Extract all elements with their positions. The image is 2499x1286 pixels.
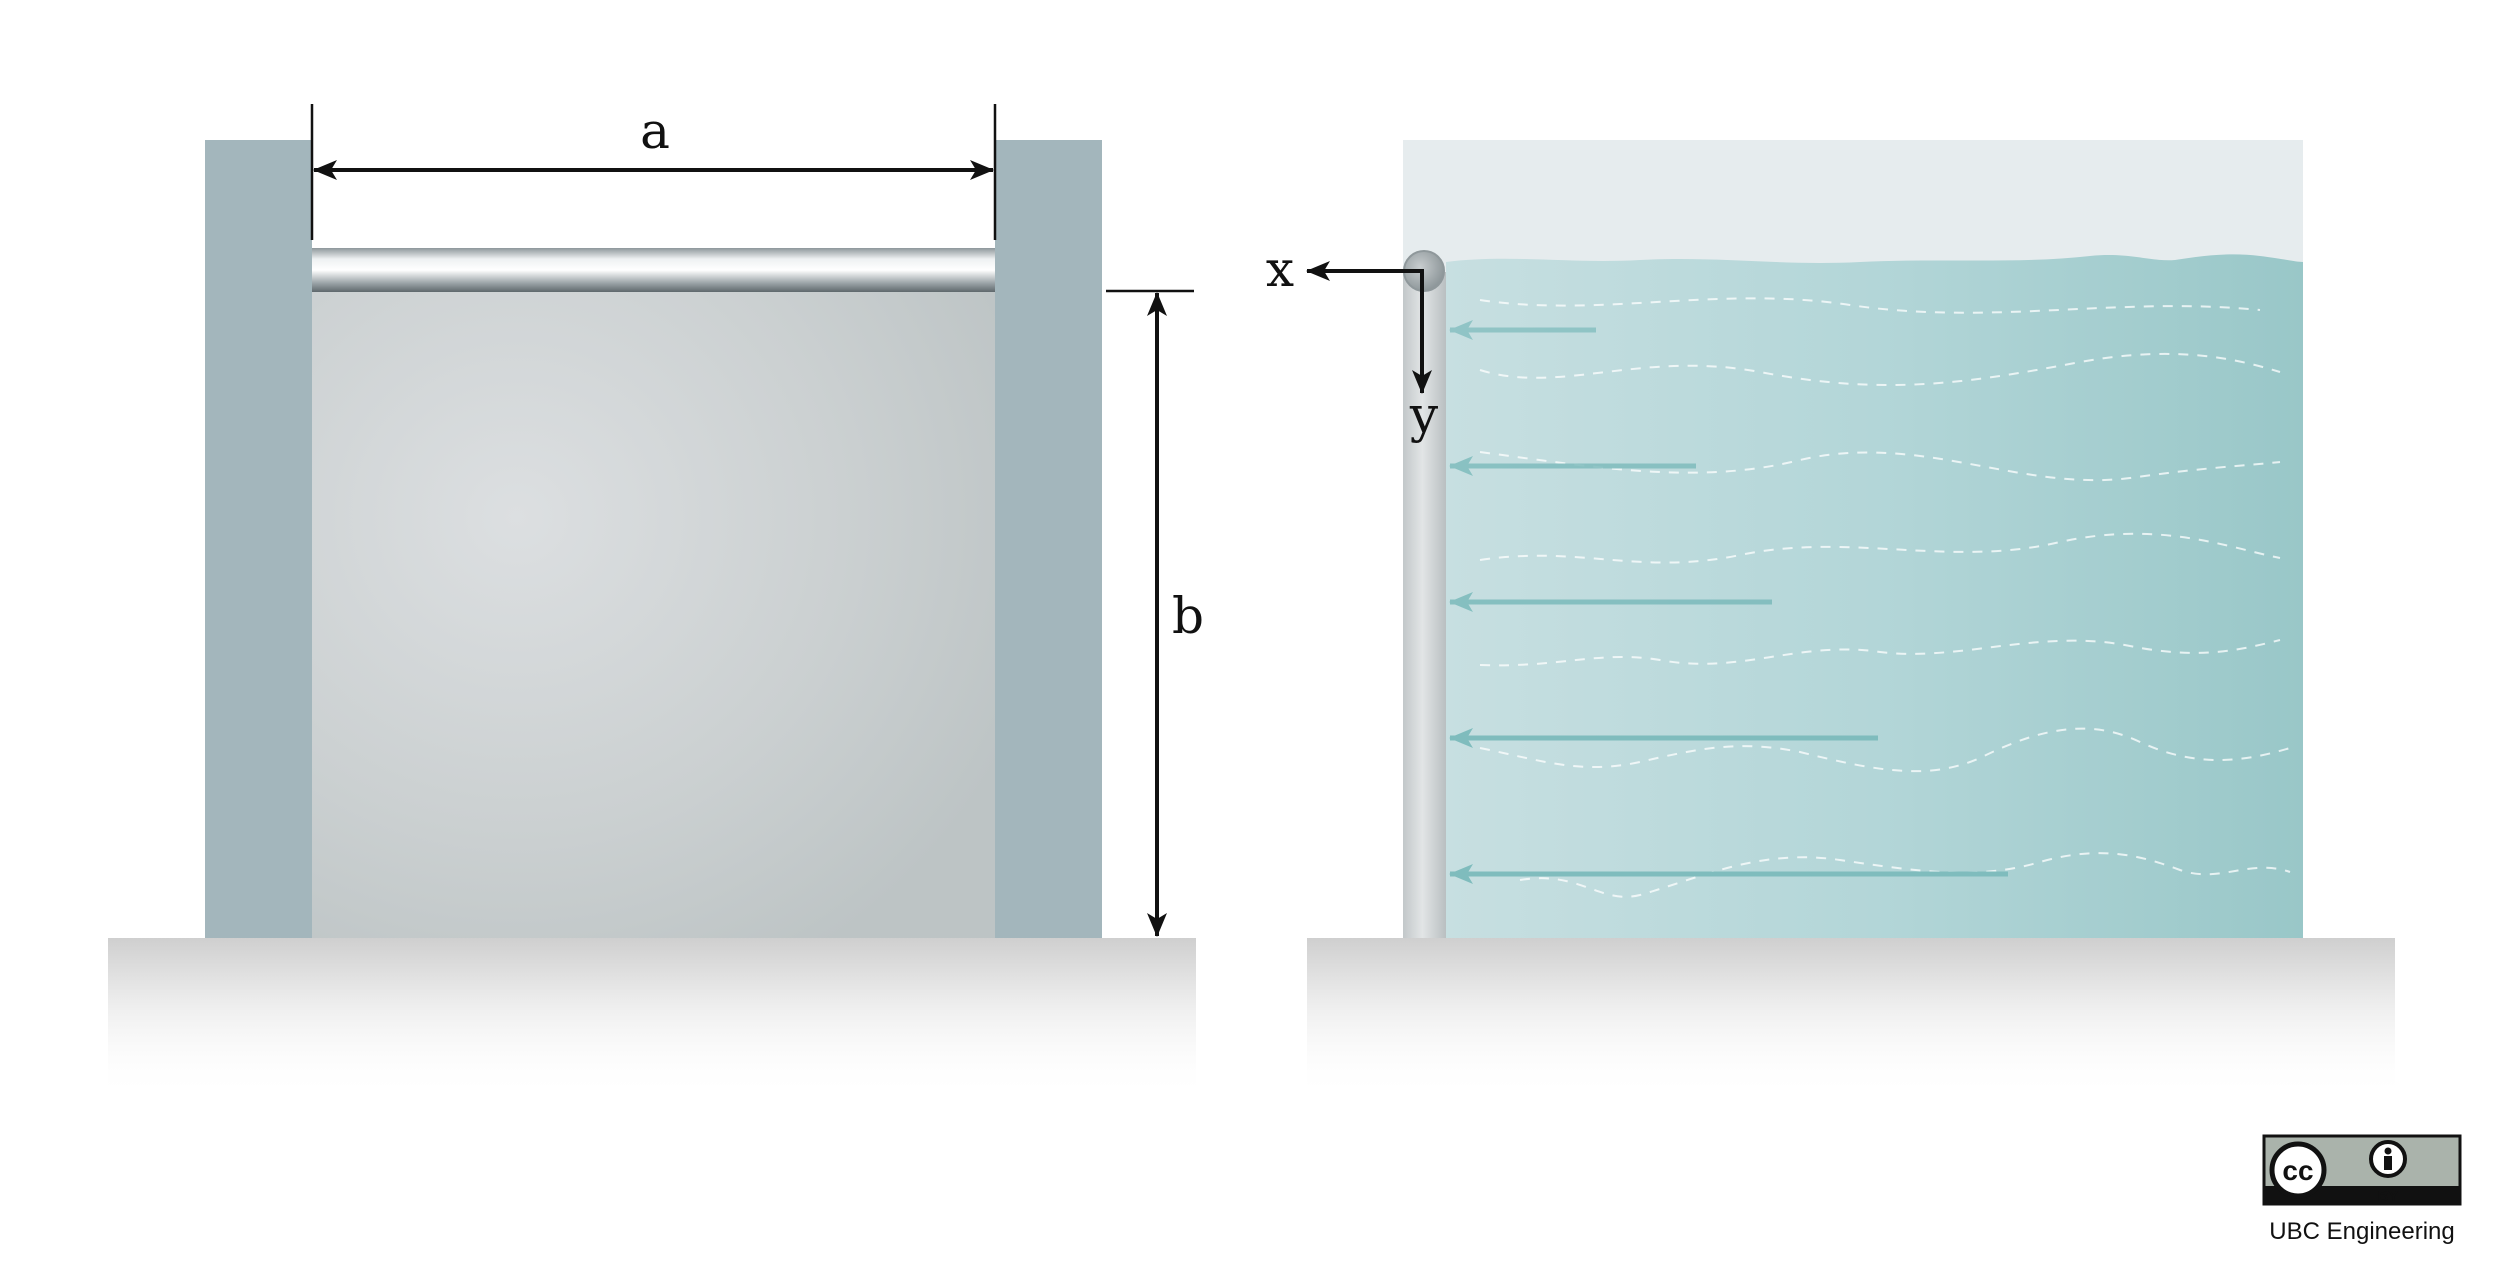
dimension-b-label: b: [1172, 587, 1204, 645]
cc-icon: [2269, 1141, 2327, 1199]
left-wall-left-panel: [205, 140, 312, 938]
cc-icon-text: cc: [2282, 1155, 2313, 1186]
gate-roller: [312, 248, 995, 292]
dimension-a-label: a: [640, 102, 670, 160]
ground-right: [1307, 938, 2395, 1098]
attribution-text: UBC Engineering: [2269, 1218, 2454, 1245]
gate-post: [1403, 272, 1446, 938]
right-panel: x y: [1266, 140, 2395, 1098]
pressure-arrows: [1449, 320, 2008, 884]
by-label: BY: [2378, 1188, 2399, 1205]
left-panel: a b: [108, 102, 1204, 1098]
water-body: [1446, 254, 2303, 938]
gate-plate: [312, 290, 995, 938]
cc-by-license-badge: cc BY: [2262, 1134, 2462, 1206]
x-axis-label: x: [1266, 240, 1294, 298]
right-wall-left-panel: [995, 140, 1102, 938]
ground-left: [108, 938, 1196, 1098]
y-axis-label: y: [1409, 386, 1439, 444]
